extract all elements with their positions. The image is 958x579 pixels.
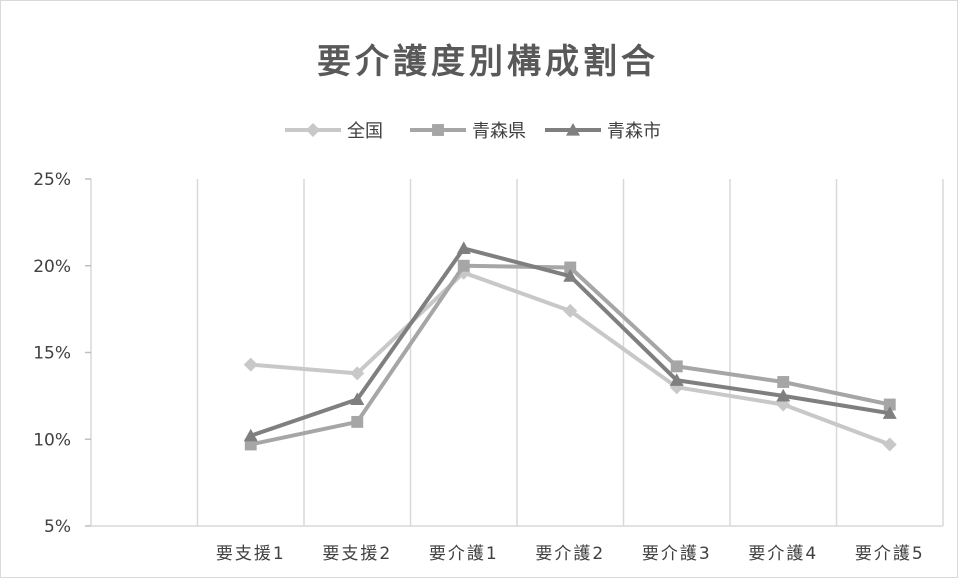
y-tick-label: 25% bbox=[33, 170, 71, 190]
data-point bbox=[776, 388, 791, 402]
x-tick-label: 要介護5 bbox=[855, 544, 925, 564]
series-line bbox=[243, 241, 897, 442]
data-point bbox=[456, 241, 471, 254]
legend-item: 青森市 bbox=[545, 121, 661, 142]
chart-title: 要介護度別構成割合 bbox=[317, 42, 659, 82]
data-point bbox=[566, 123, 580, 136]
series-path bbox=[250, 263, 891, 447]
data-point bbox=[564, 261, 577, 274]
y-tick-label: 10% bbox=[33, 430, 71, 450]
gridlines bbox=[90, 179, 944, 526]
data-point bbox=[669, 373, 684, 386]
data-point bbox=[351, 415, 364, 428]
data-point bbox=[432, 124, 444, 136]
data-point bbox=[350, 366, 365, 381]
x-tick-label: 要介護1 bbox=[429, 544, 499, 564]
x-tick-label: 要支援1 bbox=[216, 544, 286, 564]
x-axis: 要支援1 要支援2 要介護1 要介護2 要介護3 要介護4 要介護5 bbox=[91, 525, 943, 564]
data-point bbox=[883, 398, 896, 411]
series-layer bbox=[243, 241, 897, 452]
data-point bbox=[350, 392, 365, 405]
y-tick-label: 15% bbox=[33, 344, 71, 364]
x-tick-label: 要介護2 bbox=[535, 544, 605, 564]
y-tick-label: 5% bbox=[44, 517, 71, 537]
legend-item: 全国 bbox=[285, 121, 383, 142]
x-tick-label: 要支援2 bbox=[322, 544, 392, 564]
series-path bbox=[250, 270, 891, 447]
legend-label: 青森市 bbox=[607, 121, 661, 142]
y-tick-label: 20% bbox=[33, 257, 71, 277]
x-tick-label: 要介護4 bbox=[748, 544, 818, 564]
data-point bbox=[243, 357, 258, 372]
data-point bbox=[777, 376, 790, 388]
data-point bbox=[563, 303, 578, 318]
data-point bbox=[882, 437, 897, 452]
legend-item: 青森県 bbox=[410, 121, 526, 142]
data-point bbox=[244, 438, 257, 451]
data-point bbox=[306, 123, 320, 137]
y-axis: 5% 10% 15% 20% 25% bbox=[33, 170, 91, 537]
legend-label: 青森県 bbox=[472, 121, 526, 142]
series-line bbox=[244, 259, 896, 451]
legend-label: 全国 bbox=[347, 121, 383, 142]
legend: 全国 青森県 青森市 bbox=[285, 121, 661, 142]
data-point bbox=[457, 259, 470, 272]
data-point bbox=[670, 360, 683, 373]
x-tick-label: 要介護3 bbox=[642, 544, 712, 564]
data-point bbox=[563, 269, 578, 282]
data-point bbox=[243, 428, 258, 442]
data-point bbox=[882, 406, 897, 419]
